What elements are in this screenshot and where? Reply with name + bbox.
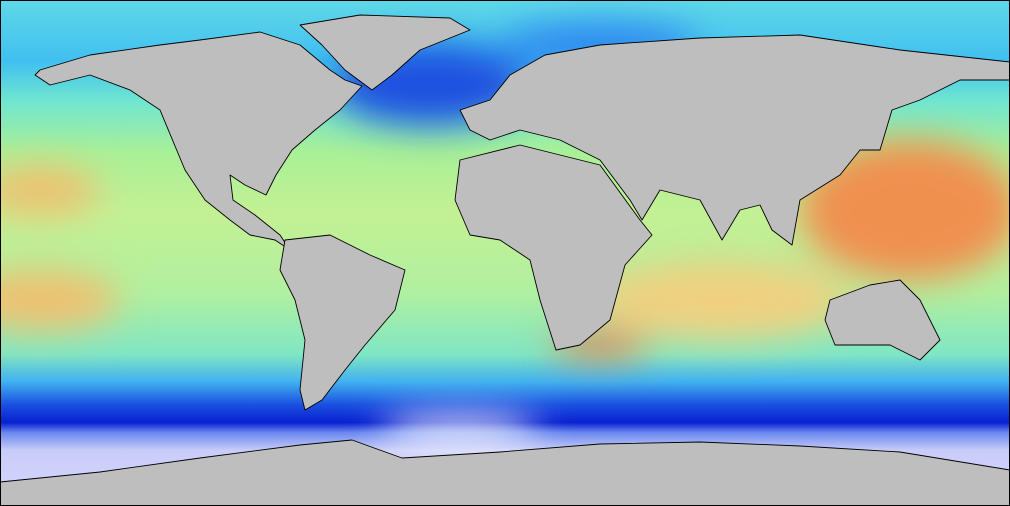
greenland: [299, 14, 471, 91]
australia: [824, 279, 941, 361]
south-america: [279, 234, 406, 411]
africa: [454, 144, 653, 351]
warm-patch: [590, 260, 850, 340]
antarctica: [0, 439, 1010, 506]
north-america: [34, 31, 363, 251]
warm-patch: [0, 270, 120, 330]
warm-patch: [0, 165, 100, 215]
ice-patch: [380, 416, 540, 444]
land: [0, 14, 1010, 506]
warm-patch: [800, 140, 1010, 280]
eurasia: [459, 34, 1010, 246]
